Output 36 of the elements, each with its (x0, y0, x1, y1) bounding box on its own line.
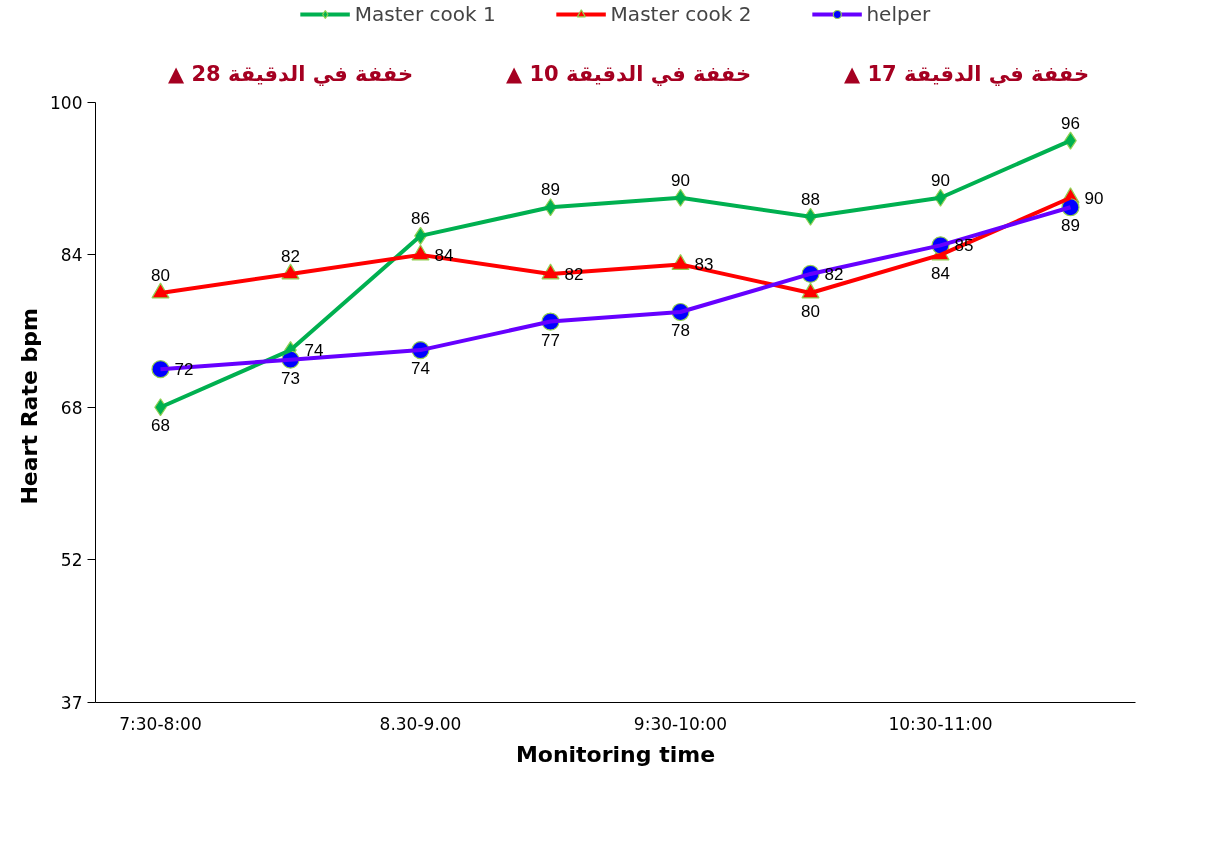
x-tick-label: 9:30-10:00 (633, 713, 728, 734)
data-label: 80 (801, 301, 820, 321)
x-tick-label: 8.30-9.00 (379, 713, 462, 734)
data-label: 73 (281, 368, 300, 388)
data-label: 74 (304, 341, 324, 361)
legend-label: helper (866, 2, 931, 26)
data-label: 88 (801, 189, 820, 209)
text: ▲ 17 خففة في الدقيقة (843, 62, 1090, 86)
y-tick-label: 37 (60, 693, 83, 713)
y-axis-title: Heart Rate bpm (17, 308, 43, 505)
data-label: 90 (1084, 188, 1104, 208)
y-tick-label: 68 (60, 397, 83, 418)
y-tick-label: 52 (60, 550, 83, 571)
legend-label: Master cook 1 (354, 2, 496, 26)
text: ▲ 10 خففة في الدقيقة (505, 62, 752, 86)
legend-label: Master cook 2 (610, 2, 752, 26)
x-tick-label: 10:30-11:00 (888, 713, 993, 734)
text: ▲ 28 خففة في الدقيقة (167, 62, 414, 86)
y-tick-label: 100 (50, 93, 83, 113)
data-label: 96 (1061, 113, 1080, 133)
data-label: 82 (281, 246, 300, 266)
data-label: 89 (541, 180, 560, 200)
data-label: 77 (541, 330, 560, 350)
data-label: 68 (151, 416, 170, 436)
y-tick-label: 84 (60, 245, 83, 266)
data-label: 90 (931, 170, 950, 190)
data-label: 80 (151, 265, 170, 285)
data-label: 82 (824, 264, 844, 284)
x-tick-label: 7:30-8:00 (119, 713, 202, 734)
data-label: 90 (671, 170, 690, 190)
data-label: 78 (671, 321, 690, 341)
data-label: 84 (931, 263, 950, 283)
x-axis-title: Monitoring time (515, 741, 716, 767)
data-label: 89 (1061, 216, 1080, 236)
data-label: 86 (411, 208, 430, 228)
data-label: 74 (411, 359, 430, 379)
